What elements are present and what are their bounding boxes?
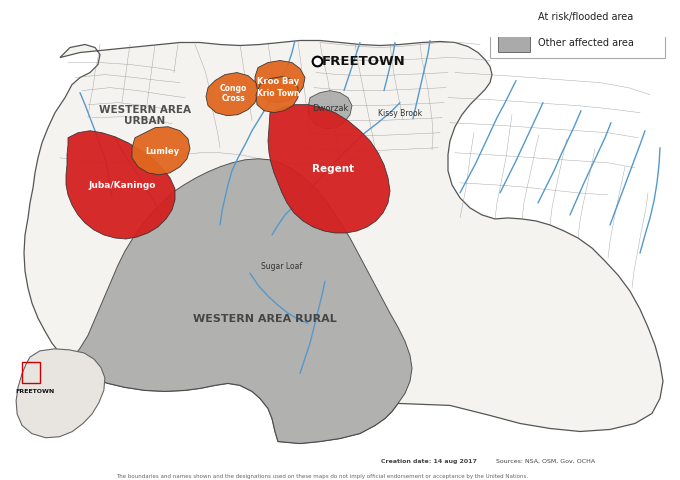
Text: Sierra Leone :: Sierra Leone :: [7, 13, 112, 26]
Text: The boundaries and names shown and the designations used on these maps do not im: The boundaries and names shown and the d…: [116, 473, 528, 478]
Polygon shape: [255, 61, 305, 103]
Text: FREETOWN: FREETOWN: [15, 388, 54, 393]
Text: Creation date: 14 aug 2017: Creation date: 14 aug 2017: [381, 458, 477, 463]
Text: Congo
Cross: Congo Cross: [220, 84, 247, 103]
Text: Juba/Kaningo: Juba/Kaningo: [88, 181, 156, 190]
Text: WESTERN AREA RURAL: WESTERN AREA RURAL: [193, 313, 337, 324]
Text: Regent: Regent: [312, 164, 354, 173]
Polygon shape: [68, 159, 412, 444]
Text: Other affected area: Other affected area: [538, 38, 634, 48]
Bar: [498, 35, 530, 52]
Polygon shape: [66, 132, 175, 240]
Text: Sources: NSA, OSM, Gov, OCHA: Sources: NSA, OSM, Gov, OCHA: [496, 458, 596, 463]
Polygon shape: [308, 91, 352, 130]
Polygon shape: [16, 349, 105, 438]
Polygon shape: [24, 41, 663, 444]
Text: (14 aug 2017): (14 aug 2017): [405, 15, 474, 24]
Text: WESTERN AREA
URBAN: WESTERN AREA URBAN: [99, 105, 191, 126]
Bar: [498, 8, 530, 26]
Text: Sugar Loaf: Sugar Loaf: [261, 261, 303, 270]
Polygon shape: [256, 77, 298, 113]
Bar: [490, 0, 665, 59]
Bar: [22, 362, 39, 383]
Polygon shape: [206, 73, 258, 117]
Text: Krio Town: Krio Town: [257, 89, 299, 98]
Polygon shape: [132, 128, 190, 176]
Text: Ⓞ OCHA: Ⓞ OCHA: [605, 13, 656, 26]
Text: Lumley: Lumley: [145, 147, 179, 156]
Text: FREETOWN: FREETOWN: [322, 55, 406, 68]
Text: Kroo Bay: Kroo Bay: [257, 77, 299, 86]
Text: Affected areas by mudslides and floods: Affected areas by mudslides and floods: [87, 13, 358, 26]
Polygon shape: [268, 106, 390, 233]
Text: Dworzak: Dworzak: [312, 104, 348, 113]
Text: Kissy Brook: Kissy Brook: [378, 109, 422, 118]
Text: At risk/flooded area: At risk/flooded area: [538, 12, 633, 23]
